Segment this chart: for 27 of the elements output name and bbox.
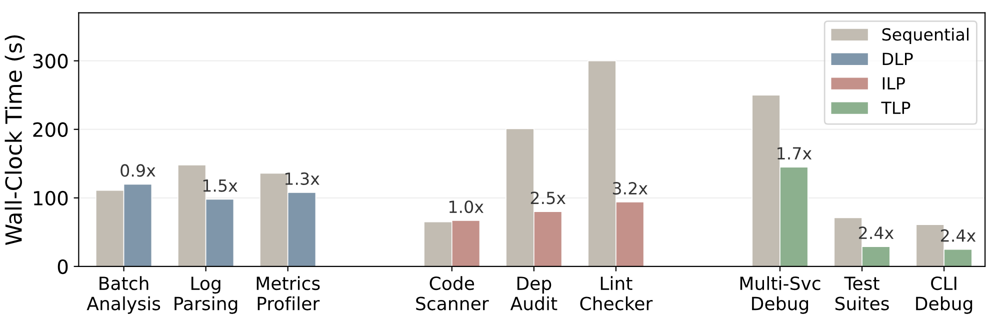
annotation: 1.5x bbox=[203, 179, 238, 192]
annotation: 1.3x bbox=[285, 172, 320, 186]
legend-label: ILP bbox=[882, 77, 905, 90]
annotation: 0.9x bbox=[120, 164, 156, 177]
x-tick-label: CLI Debug bbox=[916, 276, 972, 314]
x-tick-label: Batch Analysis bbox=[86, 276, 160, 314]
annotation: 2.4x bbox=[941, 229, 976, 242]
x-tick-label: Log Parsing bbox=[174, 276, 238, 314]
x-tick-label: Dep Audit bbox=[510, 276, 558, 310]
legend-label: TLP bbox=[881, 102, 910, 114]
x-tick-label: Multi-Svc Debug bbox=[740, 276, 820, 314]
annotation: 2.4x bbox=[858, 226, 894, 239]
annotation: 3.2x bbox=[612, 182, 648, 195]
legend-label: DLP bbox=[882, 52, 913, 65]
x-tick-label: Test Suites bbox=[835, 276, 889, 310]
y-tick-label: 300 bbox=[33, 54, 68, 68]
legend-label: Sequential bbox=[882, 28, 968, 44]
annotation: 1.7x bbox=[778, 147, 812, 160]
y-tick-label: 0 bbox=[58, 259, 68, 274]
y-axis-title: Wall-Clock Time (s) bbox=[4, 35, 25, 246]
x-tick-label: Lint Checker bbox=[580, 276, 653, 310]
x-tick-label: Metrics Profiler bbox=[256, 276, 320, 310]
y-tick-label: 100 bbox=[34, 190, 68, 206]
annotation: 1.0x bbox=[449, 200, 484, 214]
annotation: 2.5x bbox=[530, 192, 566, 204]
x-tick-label: Code Scanner bbox=[416, 276, 489, 310]
y-tick-label: 200 bbox=[33, 122, 68, 138]
